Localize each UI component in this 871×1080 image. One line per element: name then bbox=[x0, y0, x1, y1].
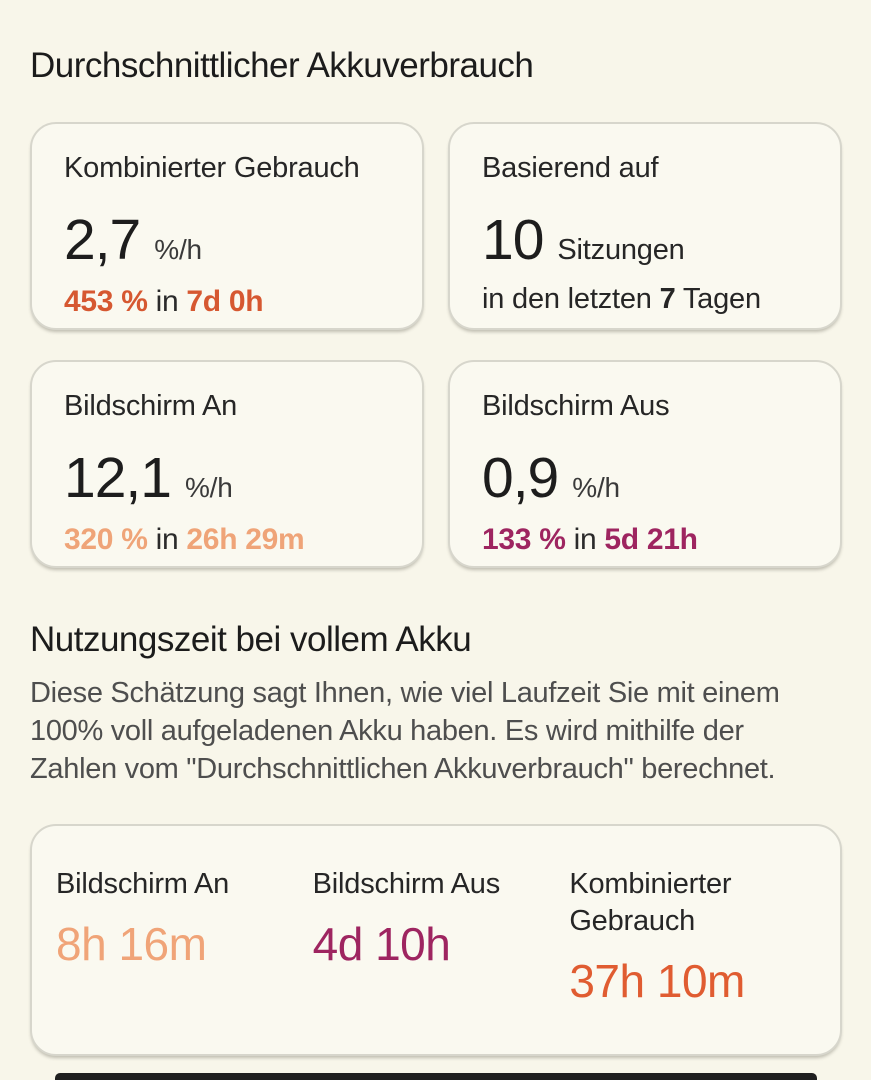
usage-time-summary-card: Bildschirm An 8h 16m Bildschirm Aus 4d 1… bbox=[30, 824, 842, 1056]
summary-label: Bildschirm An bbox=[56, 868, 230, 900]
sessions-unit: Sitzungen bbox=[557, 234, 685, 266]
screen-on-rate-unit: %/h bbox=[184, 472, 233, 503]
combined-detail-line: 453 % in 7d 0h bbox=[64, 285, 390, 319]
card-sessions: Basierend auf 10 Sitzungen in den letzte… bbox=[448, 122, 842, 330]
card-value-row: 2,7 %/h bbox=[64, 207, 390, 273]
screen-off-rate-value: 0,9 bbox=[482, 446, 559, 510]
screen-off-rate-unit: %/h bbox=[572, 472, 620, 503]
screen-on-detail-amount: 320 % bbox=[64, 523, 148, 556]
page-content: Durchschnittlicher Akkuverbrauch Kombini… bbox=[30, 46, 842, 1056]
combined-rate-value: 2,7 bbox=[64, 208, 141, 272]
bottom-edge-bar bbox=[54, 1073, 817, 1080]
page-title: Durchschnittlicher Akkuverbrauch bbox=[30, 46, 534, 85]
screen-on-detail-duration: 26h 29m bbox=[186, 523, 305, 556]
combined-runtime-value: 37h 10m bbox=[569, 955, 745, 1007]
screen-off-detail-duration: 5d 21h bbox=[604, 523, 698, 556]
screen-off-detail-line: 133 % in 5d 21h bbox=[482, 523, 808, 557]
detail-connector: in bbox=[155, 523, 179, 556]
usage-time-section-title: Nutzungszeit bei vollem Akku bbox=[30, 620, 472, 659]
card-value-row: 0,9 %/h bbox=[482, 445, 808, 511]
card-screen-on: Bildschirm An 12,1 %/h 320 % in 26h 29m bbox=[30, 360, 424, 568]
sessions-period-line: in den letzten 7 Tagen bbox=[482, 283, 808, 316]
detail-connector: in bbox=[155, 285, 179, 318]
card-title: Basierend auf bbox=[482, 152, 659, 184]
card-value-row: 12,1 %/h bbox=[64, 445, 390, 511]
detail-connector: in bbox=[573, 523, 597, 556]
card-title: Bildschirm An bbox=[64, 390, 238, 422]
card-title: Kombinierter Gebrauch bbox=[64, 152, 360, 184]
sessions-period-suffix: Tagen bbox=[682, 283, 761, 315]
screen-off-runtime-value: 4d 10h bbox=[312, 918, 451, 970]
card-value-row: 10 Sitzungen bbox=[482, 207, 808, 273]
screen-on-detail-line: 320 % in 26h 29m bbox=[64, 523, 390, 557]
sessions-period-prefix: in den letzten bbox=[482, 283, 652, 315]
card-combined-usage: Kombinierter Gebrauch 2,7 %/h 453 % in 7… bbox=[30, 122, 424, 330]
summary-label: Bildschirm Aus bbox=[312, 868, 501, 900]
average-usage-card-grid: Kombinierter Gebrauch 2,7 %/h 453 % in 7… bbox=[30, 122, 842, 568]
screen-off-detail-amount: 133 % bbox=[482, 523, 566, 556]
summary-col-screen-off: Bildschirm Aus 4d 10h bbox=[309, 866, 566, 1008]
sessions-count-value: 10 bbox=[482, 208, 544, 272]
card-screen-off: Bildschirm Aus 0,9 %/h 133 % in 5d 21h bbox=[448, 360, 842, 568]
combined-detail-duration: 7d 0h bbox=[186, 285, 264, 318]
combined-detail-amount: 453 % bbox=[64, 285, 148, 318]
combined-rate-unit: %/h bbox=[154, 234, 202, 265]
summary-col-screen-on: Bildschirm An 8h 16m bbox=[52, 866, 309, 1008]
screen-on-runtime-value: 8h 16m bbox=[56, 918, 207, 970]
summary-col-combined: Kombinierter Gebrauch 37h 10m bbox=[565, 866, 822, 1008]
summary-label: Kombinierter Gebrauch bbox=[569, 868, 732, 937]
sessions-period-days: 7 bbox=[659, 283, 676, 315]
screen-on-rate-value: 12,1 bbox=[64, 446, 172, 510]
card-title: Bildschirm Aus bbox=[482, 390, 670, 422]
usage-time-description: Diese Schätzung sagt Ihnen, wie viel Lau… bbox=[30, 677, 780, 785]
